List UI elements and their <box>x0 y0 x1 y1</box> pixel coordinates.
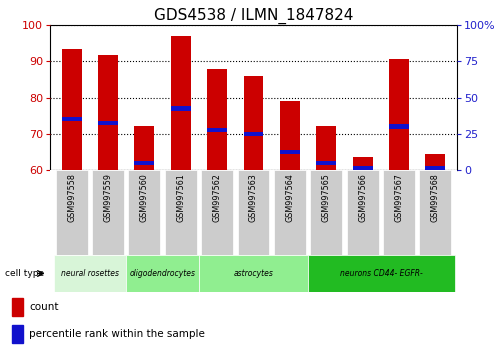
Bar <box>280 101 300 170</box>
Bar <box>62 48 82 170</box>
Bar <box>425 154 445 170</box>
Bar <box>244 76 263 170</box>
Bar <box>316 126 336 170</box>
Bar <box>12 298 23 315</box>
Title: GDS4538 / ILMN_1847824: GDS4538 / ILMN_1847824 <box>154 7 353 24</box>
Bar <box>389 124 409 129</box>
Bar <box>201 170 233 255</box>
Bar <box>56 170 88 255</box>
Text: count: count <box>29 302 59 312</box>
Text: GSM997567: GSM997567 <box>394 173 403 222</box>
Bar <box>238 170 269 255</box>
Text: astrocytes: astrocytes <box>234 269 273 278</box>
Bar <box>308 255 455 292</box>
Bar <box>316 161 336 165</box>
Bar <box>171 106 191 110</box>
Bar <box>98 121 118 125</box>
Bar <box>346 170 379 255</box>
Text: percentile rank within the sample: percentile rank within the sample <box>29 329 205 339</box>
Text: GSM997559: GSM997559 <box>104 173 113 222</box>
Bar <box>92 170 124 255</box>
Text: GSM997560: GSM997560 <box>140 173 149 222</box>
Bar <box>389 59 409 170</box>
Bar <box>352 166 373 170</box>
Text: GSM997558: GSM997558 <box>67 173 76 222</box>
Bar <box>12 325 23 343</box>
Text: GSM997566: GSM997566 <box>358 173 367 222</box>
Bar <box>199 255 308 292</box>
Bar <box>129 170 161 255</box>
Bar <box>244 132 263 136</box>
Text: GSM997563: GSM997563 <box>249 173 258 222</box>
Bar <box>383 170 415 255</box>
Bar <box>53 255 126 292</box>
Bar <box>171 36 191 170</box>
Text: neural rosettes: neural rosettes <box>61 269 119 278</box>
Bar <box>207 69 227 170</box>
Bar <box>352 157 373 170</box>
Bar <box>274 170 306 255</box>
Bar <box>135 126 155 170</box>
Bar <box>98 55 118 170</box>
Text: GSM997562: GSM997562 <box>213 173 222 222</box>
Text: cell type: cell type <box>5 269 44 278</box>
Bar <box>425 166 445 170</box>
Text: neurons CD44- EGFR-: neurons CD44- EGFR- <box>340 269 423 278</box>
Bar <box>280 150 300 154</box>
Bar <box>207 128 227 132</box>
Bar <box>310 170 342 255</box>
Text: GSM997568: GSM997568 <box>431 173 440 222</box>
Text: oligodendrocytes: oligodendrocytes <box>130 269 196 278</box>
Bar <box>419 170 451 255</box>
Text: GSM997565: GSM997565 <box>322 173 331 222</box>
Bar <box>126 255 199 292</box>
Bar <box>165 170 197 255</box>
Text: GSM997564: GSM997564 <box>285 173 294 222</box>
Bar <box>62 117 82 121</box>
Bar <box>135 161 155 165</box>
Text: GSM997561: GSM997561 <box>176 173 185 222</box>
